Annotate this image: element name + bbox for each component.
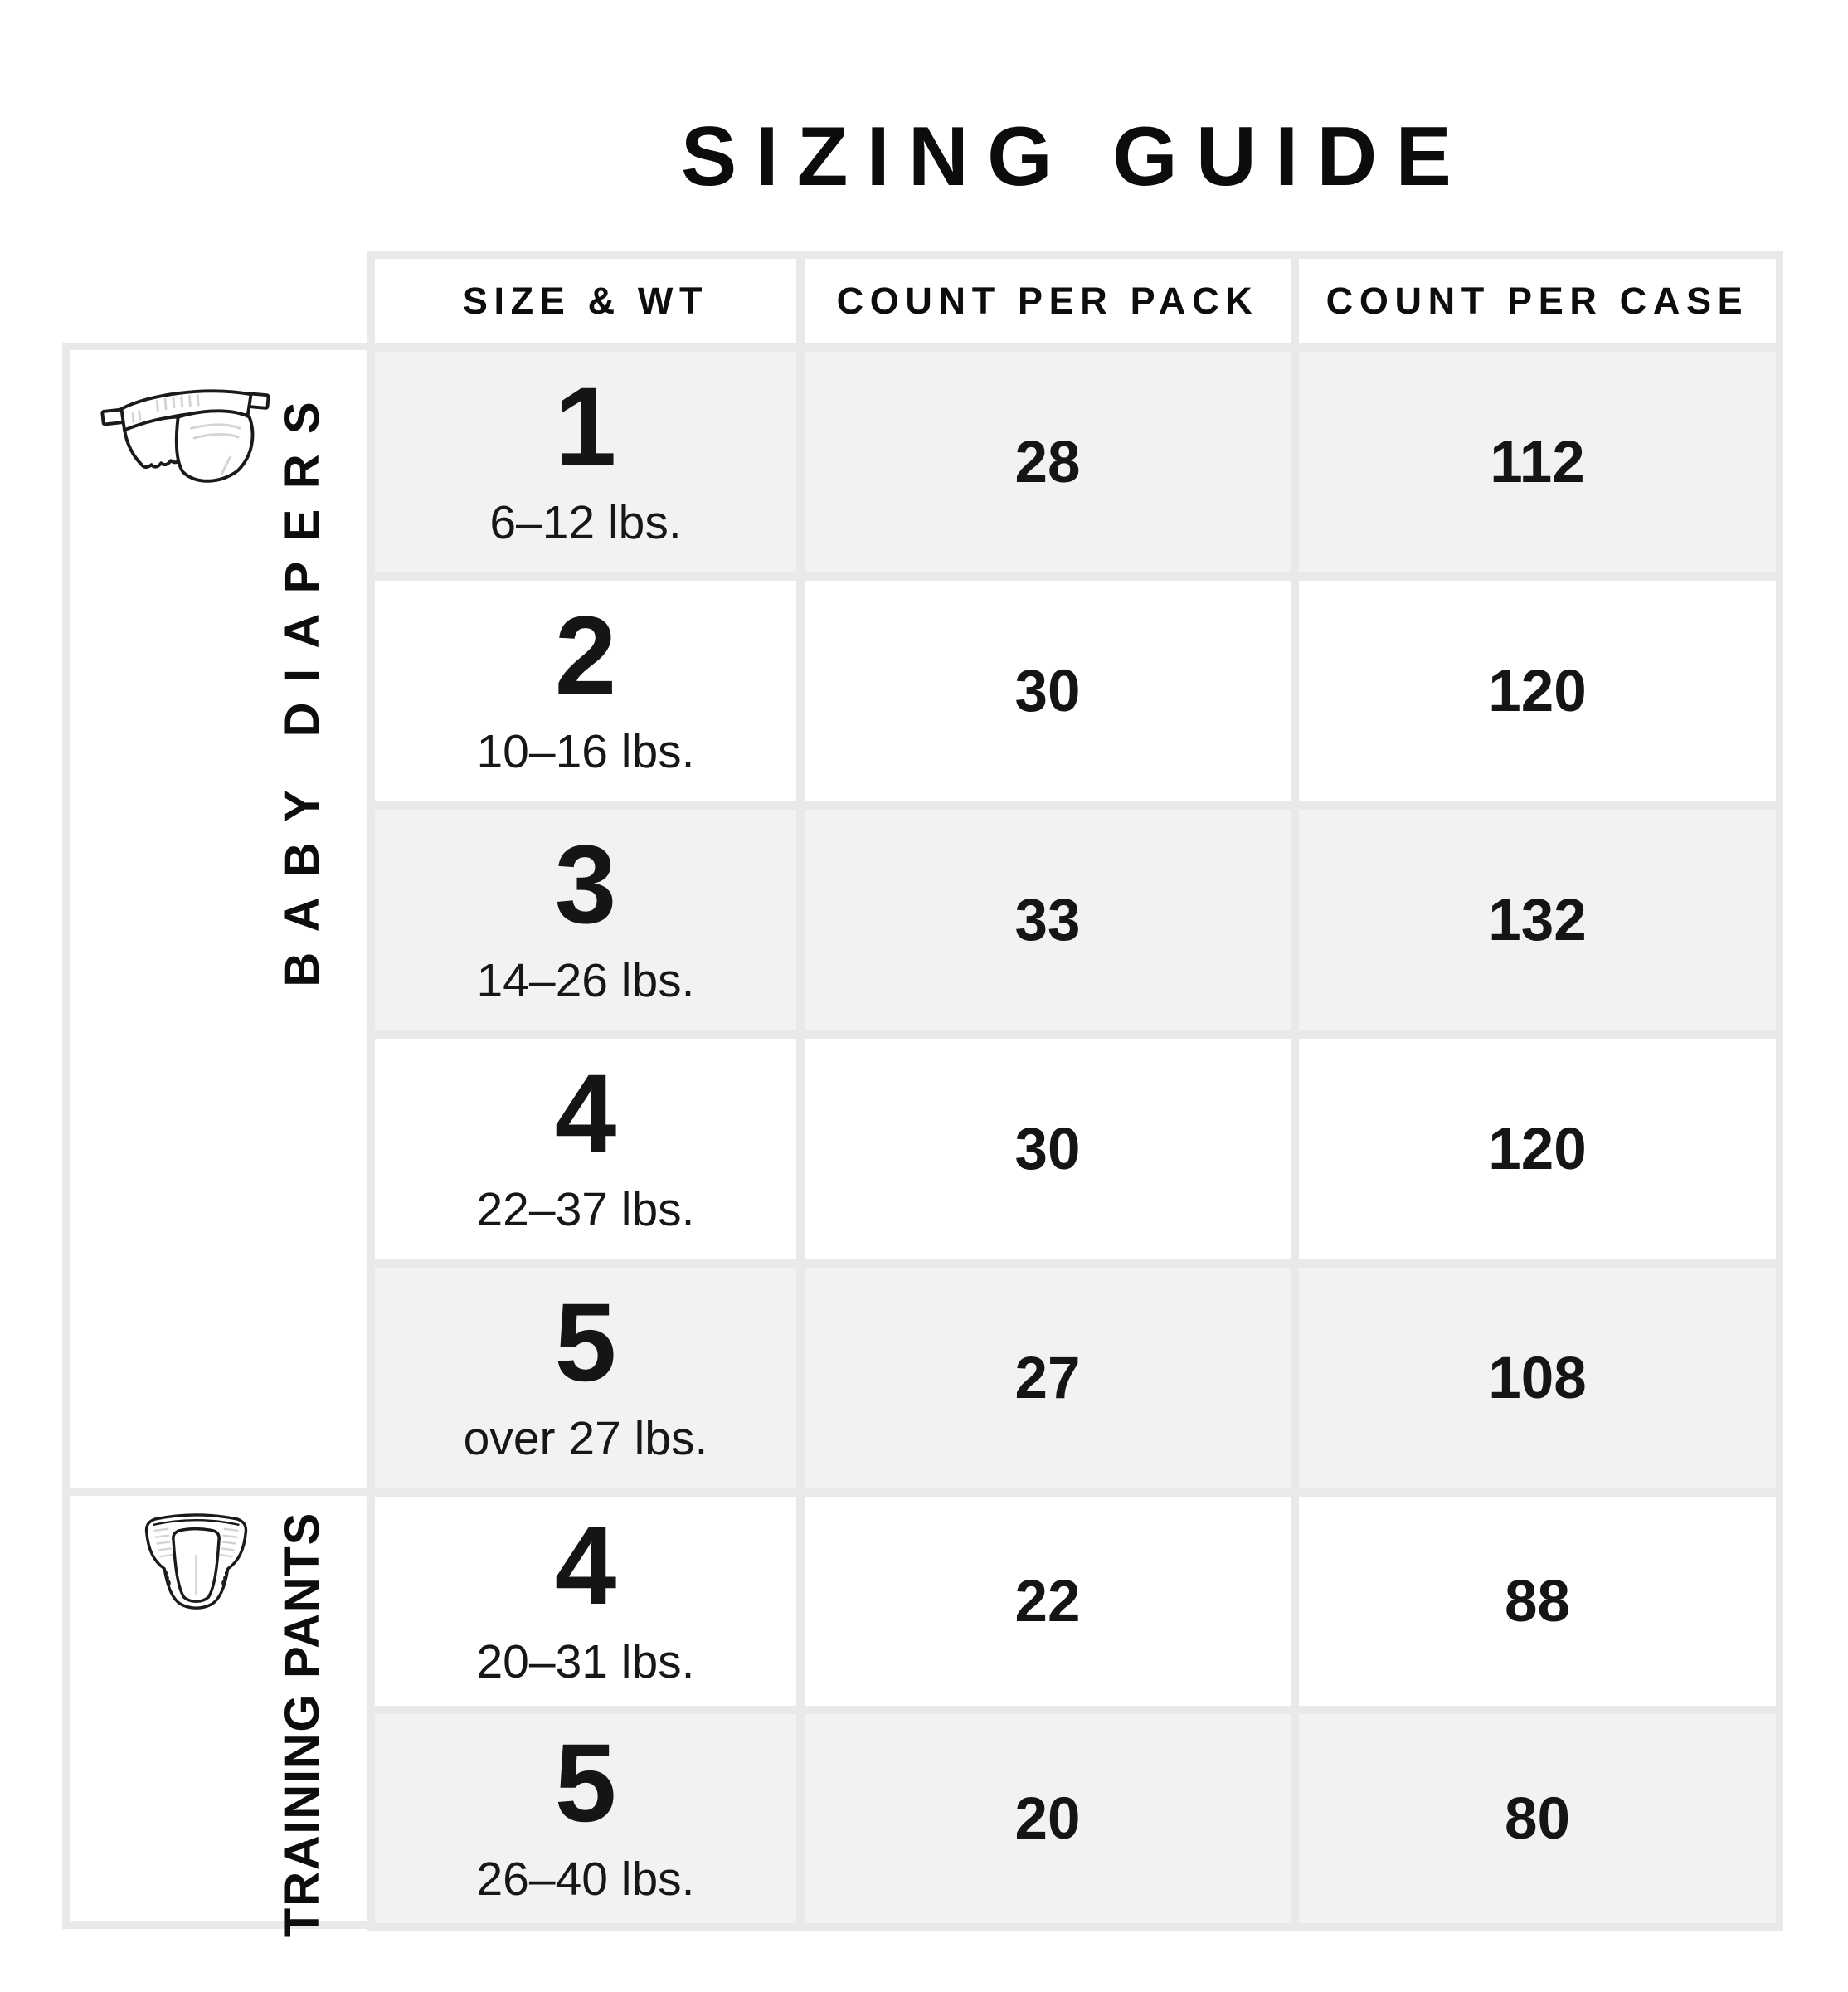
count-per-pack-value: 33	[805, 810, 1291, 1030]
column-header-size-wt: SIZE & WT	[375, 259, 796, 343]
size-number: 5	[554, 1281, 617, 1405]
weight-range: 10–16 lbs.	[476, 724, 695, 778]
weight-range: 20–31 lbs.	[476, 1634, 695, 1688]
size-number: 1	[554, 365, 617, 489]
count-per-case-value: 108	[1299, 1268, 1776, 1488]
section-label-text: BABY DIAPERS	[275, 382, 329, 987]
baby-diaper-icon	[100, 389, 270, 483]
weight-range: 26–40 lbs.	[476, 1852, 695, 1906]
count-per-pack-value: 20	[805, 1714, 1291, 1923]
column-header-count-per-case: COUNT PER CASE	[1299, 259, 1776, 343]
count-per-pack-value: 27	[805, 1268, 1291, 1488]
weight-range: 14–26 lbs.	[476, 953, 695, 1007]
size-cell: 4 22–37 lbs.	[375, 1039, 796, 1259]
sizing-table: SIZE & WT COUNT PER PACK COUNT PER CASE …	[367, 251, 1783, 1931]
count-per-pack-value: 28	[805, 352, 1291, 572]
weight-range: over 27 lbs.	[463, 1411, 708, 1465]
size-number: 3	[554, 823, 617, 947]
size-cell: 3 14–26 lbs.	[375, 810, 796, 1030]
count-per-case-value: 80	[1299, 1714, 1776, 1923]
count-per-case-value: 88	[1299, 1497, 1776, 1706]
count-per-case-value: 112	[1299, 352, 1776, 572]
size-cell: 5 over 27 lbs.	[375, 1268, 796, 1488]
size-number: 5	[554, 1722, 617, 1846]
count-per-case-value: 132	[1299, 810, 1776, 1030]
weight-range: 6–12 lbs.	[489, 495, 682, 549]
section-label-baby-diapers: BABY DIAPERS	[70, 350, 367, 1488]
training-pants-icon	[144, 1513, 248, 1610]
section-label-training-pants: TRAINING PANTS	[70, 1496, 367, 1937]
size-cell: 2 10–16 lbs.	[375, 581, 796, 801]
count-per-pack-value: 30	[805, 1039, 1291, 1259]
page-title: SIZING GUIDE	[680, 110, 1471, 203]
count-per-case-value: 120	[1299, 581, 1776, 801]
size-number: 4	[554, 1052, 617, 1176]
column-header-count-per-pack: COUNT PER PACK	[805, 259, 1291, 343]
size-cell: 5 26–40 lbs.	[375, 1714, 796, 1923]
count-per-pack-value: 22	[805, 1497, 1291, 1706]
count-per-case-value: 120	[1299, 1039, 1776, 1259]
size-number: 2	[554, 594, 617, 718]
size-number: 4	[554, 1504, 617, 1629]
count-per-pack-value: 30	[805, 581, 1291, 801]
section-label-text: TRAINING PANTS	[275, 1512, 329, 1938]
weight-range: 22–37 lbs.	[476, 1182, 695, 1236]
size-cell: 1 6–12 lbs.	[375, 352, 796, 572]
section-label-column: BABY DIAPERS TRAINING	[62, 343, 374, 1937]
size-cell: 4 20–31 lbs.	[375, 1497, 796, 1706]
